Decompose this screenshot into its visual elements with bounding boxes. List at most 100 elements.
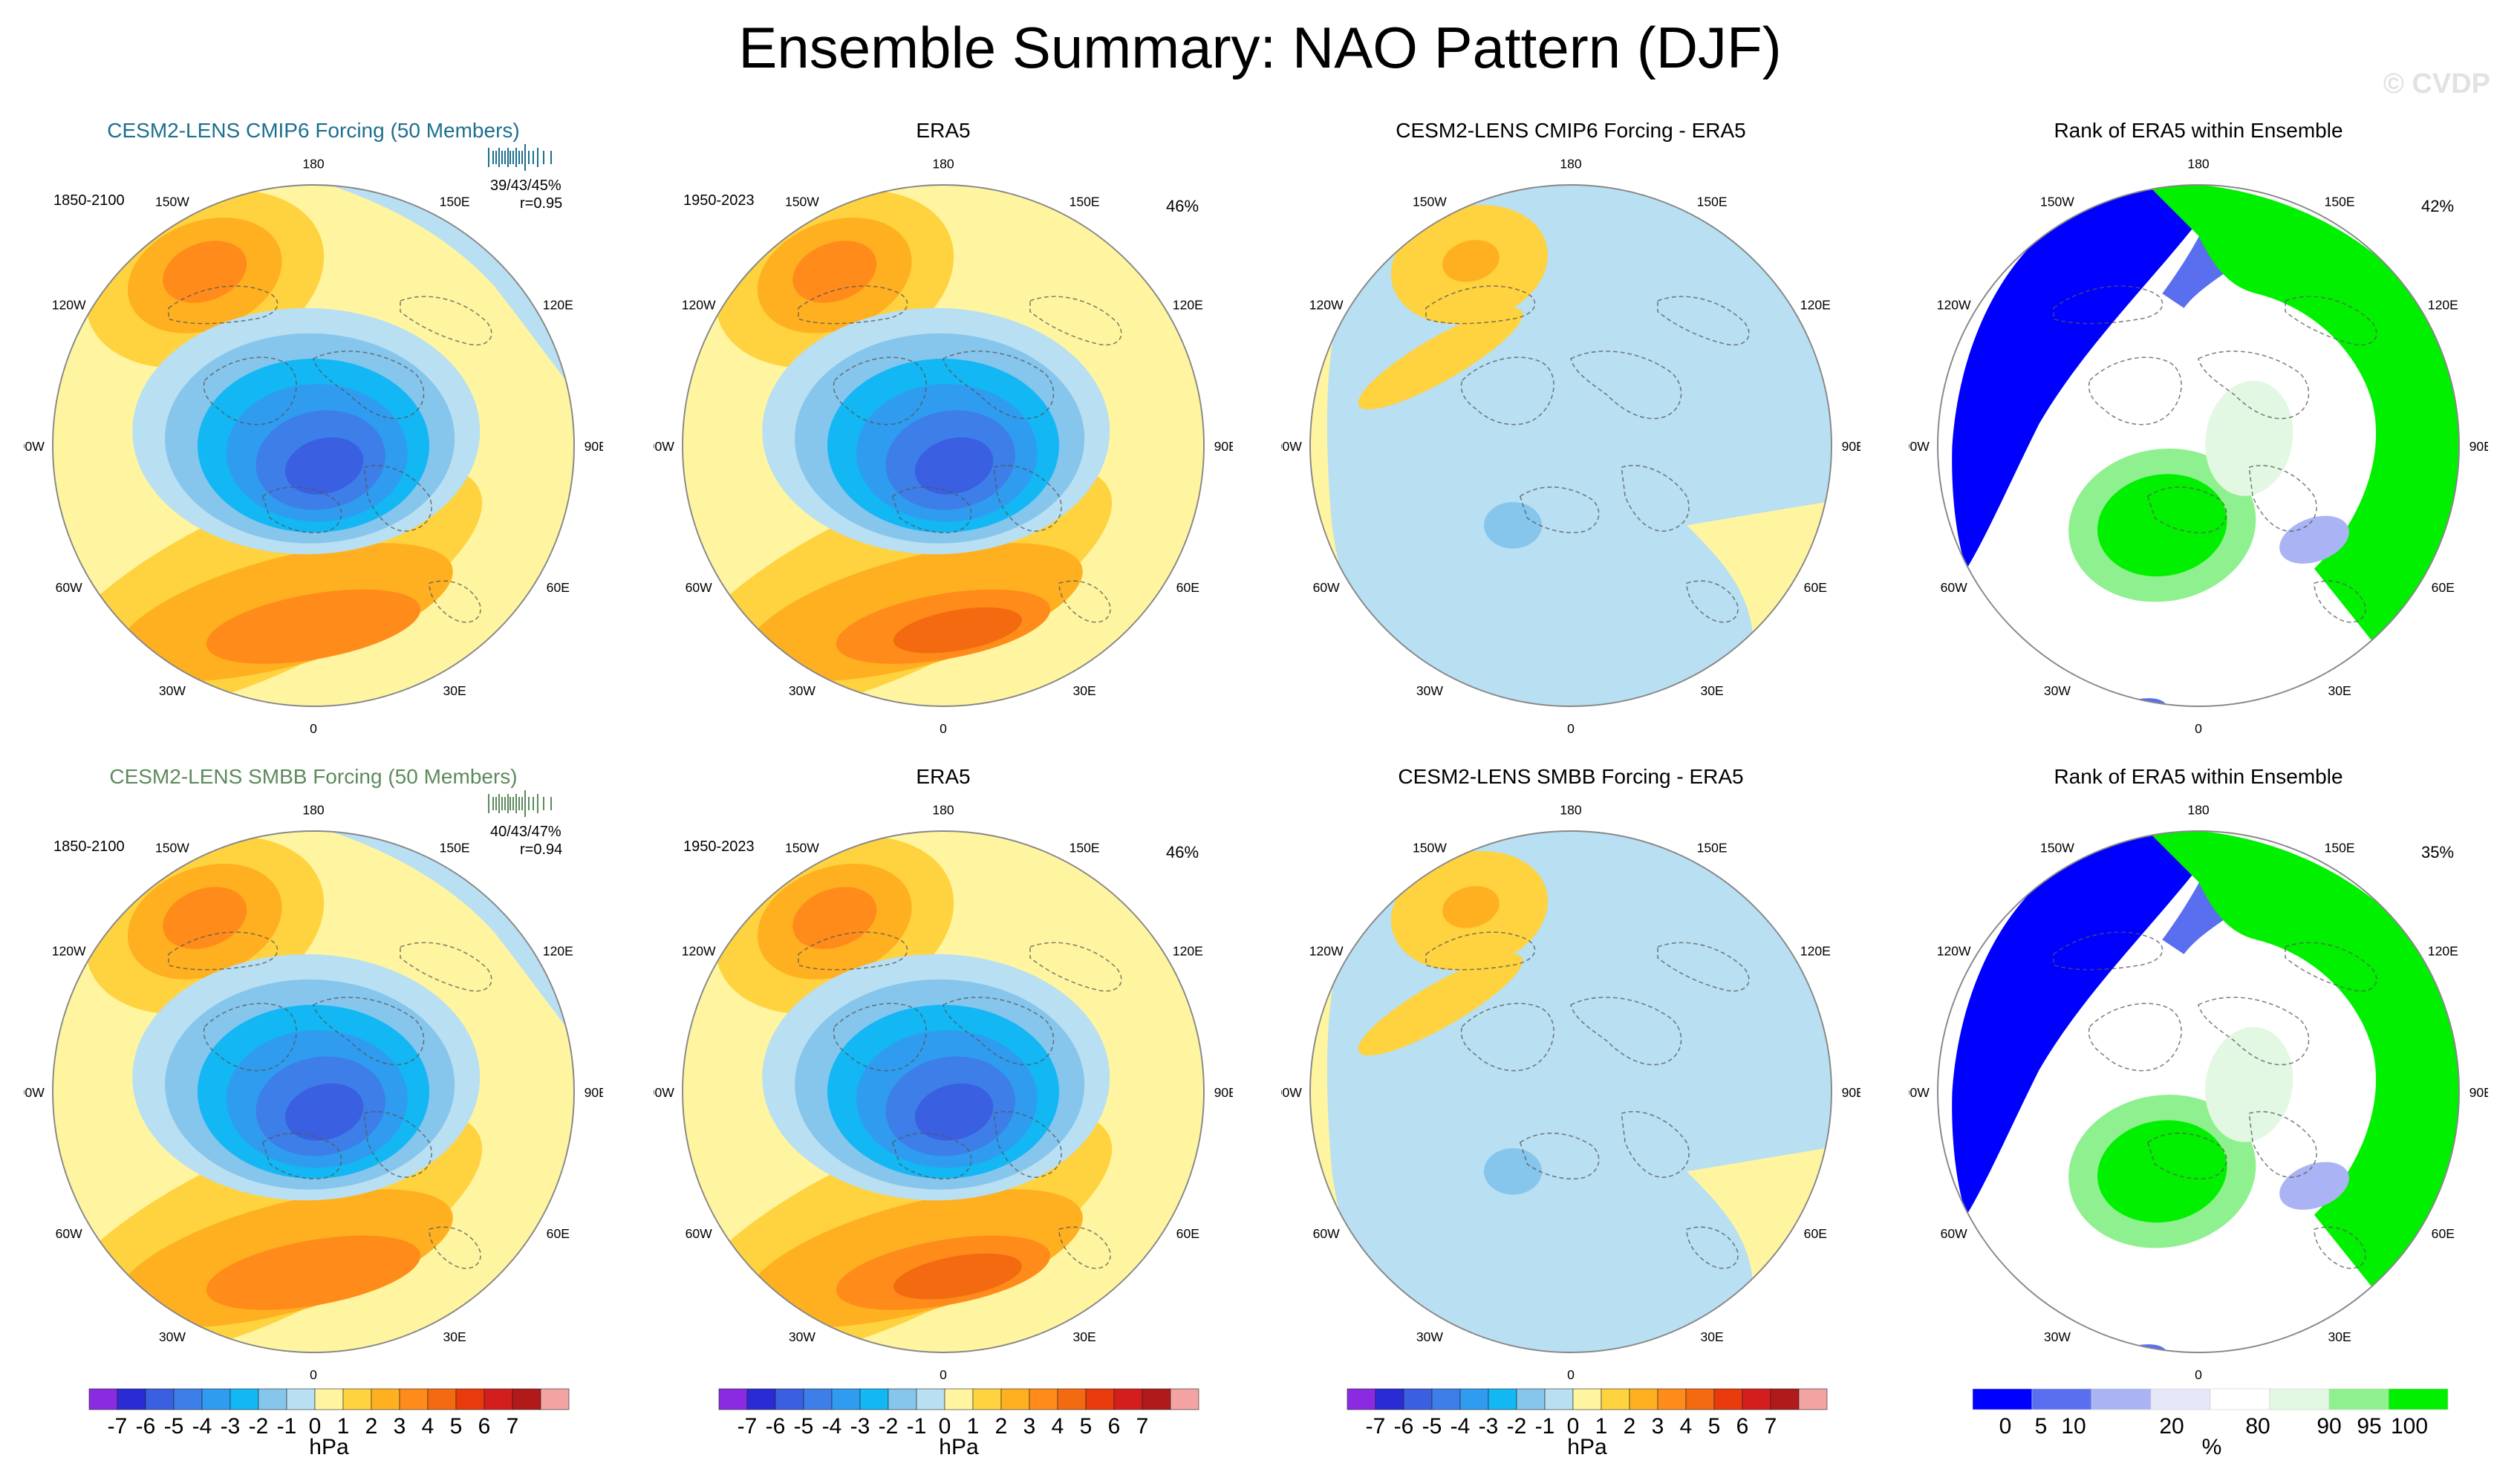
panel-title: CESM2-LENS CMIP6 Forcing (50 Members) [107, 119, 520, 142]
period-label: 1850-2100 [53, 838, 125, 855]
longitude-label: 90W [654, 1085, 674, 1100]
coastlines [1425, 931, 1750, 1269]
colorbar-tick-label: 3 [394, 1414, 406, 1439]
colorbar-swatch [1142, 1388, 1171, 1410]
coastline-segment [891, 1133, 972, 1180]
percentile-stats: 39/43/45% [490, 178, 561, 194]
longitude-label: 0 [310, 721, 317, 736]
longitude-label: 30E [443, 1329, 466, 1344]
coastline-segment [2248, 464, 2317, 532]
colorbar-swatch [1459, 1388, 1489, 1410]
rank-low-region [1952, 833, 2221, 1215]
colorbar-tick-label: -1 [277, 1414, 297, 1439]
colorbar-swatch [117, 1388, 146, 1410]
cvdp-watermark: © CVDP [2383, 68, 2490, 100]
longitude-label: 30W [1416, 683, 1444, 698]
longitude-label: 150E [440, 841, 470, 856]
colorbar-tick-label: 6 [478, 1414, 491, 1439]
rank-low-patch [2279, 1162, 2349, 1210]
colorbar-tick-label: 80 [2245, 1414, 2270, 1439]
colorbar-svg: 0 5 10 20 80 90 95 100% [1972, 1388, 2449, 1459]
coastlines [798, 285, 1122, 623]
longitude-label: 90W [1281, 439, 1302, 454]
polar-map: 180 150E 120E 90E 60E 30E 0 30W 60W 90W 120W 150W [1909, 803, 2488, 1383]
colorbar-swatch [1544, 1388, 1574, 1410]
polar-map: 180 150E 120E 90E 60E 30E 0 30W 60W 90W 120W 150W [1281, 157, 1860, 736]
colorbar-swatch [1657, 1388, 1687, 1410]
longitude-label: 60W [56, 1226, 83, 1241]
colorbar-tick-label: -3 [221, 1414, 241, 1439]
longitude-label: 0 [2195, 1367, 2202, 1382]
colorbar-swatch [2150, 1388, 2211, 1410]
coastline-segment [1425, 931, 1536, 971]
colorbar-swatch [1029, 1388, 1058, 1410]
hpa-colorbar: -7 -6 -5 -4 -3 -2 -1 0 1 2 3 4 5 6 7 hPa [1341, 1383, 1832, 1461]
coastline-segment [2248, 1110, 2317, 1178]
polar-map: 180 150E 120E 90E 60E 30E 0 30W 60W 90W 120W 150W [654, 157, 1233, 736]
pacific-high-core [163, 241, 247, 303]
longitude-label: 0 [310, 1367, 317, 1382]
rank-colorbar: 0 5 10 20 80 90 95 100% [1967, 1383, 2472, 1461]
coastline-segment [261, 1133, 342, 1180]
colorbar-swatch [258, 1388, 287, 1410]
colorbar-unit: hPa [939, 1435, 979, 1457]
colorbar-swatch [1629, 1388, 1658, 1410]
longitude-label: 90W [1909, 1085, 1930, 1100]
rank-high-region [2147, 185, 2459, 642]
longitude-label: 0 [2195, 721, 2202, 736]
colorbar-tick-label: 7 [1765, 1414, 1777, 1439]
colorbar-tick-label: 1 [1595, 1414, 1608, 1439]
longitude-label: 60E [547, 580, 570, 595]
model-field [53, 185, 574, 706]
longitude-label: 60E [2432, 1226, 2455, 1241]
colorbar-tick-label: -6 [136, 1414, 156, 1439]
colorbar-swatch [1347, 1388, 1376, 1410]
map-panel: 180 150E 120E 90E 60E 30E 0 30W 60W 90W 120W 150W CE… [24, 765, 603, 1419]
colorbar-swatch [145, 1388, 175, 1410]
colorbar-unit: % [2202, 1435, 2222, 1457]
colorbar-swatch [314, 1388, 344, 1410]
colorbar-tick-label: -4 [822, 1414, 842, 1439]
colorbar-tick-label: 100 [2391, 1414, 2428, 1439]
pacific-anomaly-core [1442, 240, 1500, 282]
colorbar-tick-label: 5 [1080, 1414, 1093, 1439]
coastlines [2053, 931, 2377, 1269]
coastline-segment [168, 285, 279, 325]
longitude-label: 90E [2469, 1085, 2488, 1100]
longitude-label: 30E [1701, 683, 1724, 698]
colorbar-tick-label: 0 [309, 1414, 322, 1439]
colorbar-tick-label: 4 [422, 1414, 434, 1439]
colorbar-tick-label: -6 [766, 1414, 786, 1439]
coastline-segment [2146, 486, 2227, 534]
coastline-segment [1621, 464, 1690, 532]
coastline-segment [313, 997, 425, 1066]
rank-field [1938, 831, 2459, 1352]
coastline-segment [833, 356, 927, 426]
colorbar-unit: hPa [1567, 1435, 1607, 1457]
longitude-labels: 180 150E 120E 90E 60E 30E 0 30W 60W 90W 120W 150W [1281, 157, 1860, 736]
coastline-segment [1570, 997, 1682, 1066]
colorbar-tick-label: -4 [192, 1414, 212, 1439]
pattern-variance-pct: 35% [2421, 843, 2455, 862]
coastline-segment [1058, 1226, 1111, 1269]
longitude-label: 90W [1909, 439, 1930, 454]
colorbar-swatch [2269, 1388, 2330, 1410]
coastline-segment [798, 285, 908, 325]
colorbar-tick-label: 7 [507, 1414, 519, 1439]
longitude-label: 150E [1069, 841, 1100, 856]
coastline-segment [2314, 1226, 2366, 1269]
map-panel: 180 150E 120E 90E 60E 30E 0 30W 60W 90W 120W 150W ER… [654, 765, 1233, 1419]
longitude-label: 90W [1281, 1085, 1302, 1100]
coastline-segment [1686, 580, 1739, 623]
colorbar-swatch [1170, 1388, 1199, 1410]
colorbar-tick-label: 2 [365, 1414, 378, 1439]
colorbar-tick-label: -7 [738, 1414, 758, 1439]
rank-low-patch [2279, 515, 2349, 564]
colorbar-tick-label: 20 [2159, 1414, 2184, 1439]
coastline-segment [942, 351, 1055, 420]
polar-map: 180 150E 120E 90E 60E 30E 0 30W 60W 90W 120W 150W [1909, 157, 2488, 736]
colorbar-tick-label: 2 [1624, 1414, 1636, 1439]
polar-map: 180 150E 120E 90E 60E 30E 0 30W 60W 90W 120W 150W [24, 157, 603, 736]
longitude-label: 120E [1173, 944, 1203, 959]
atlantic-negative-anomaly [1484, 1148, 1542, 1195]
